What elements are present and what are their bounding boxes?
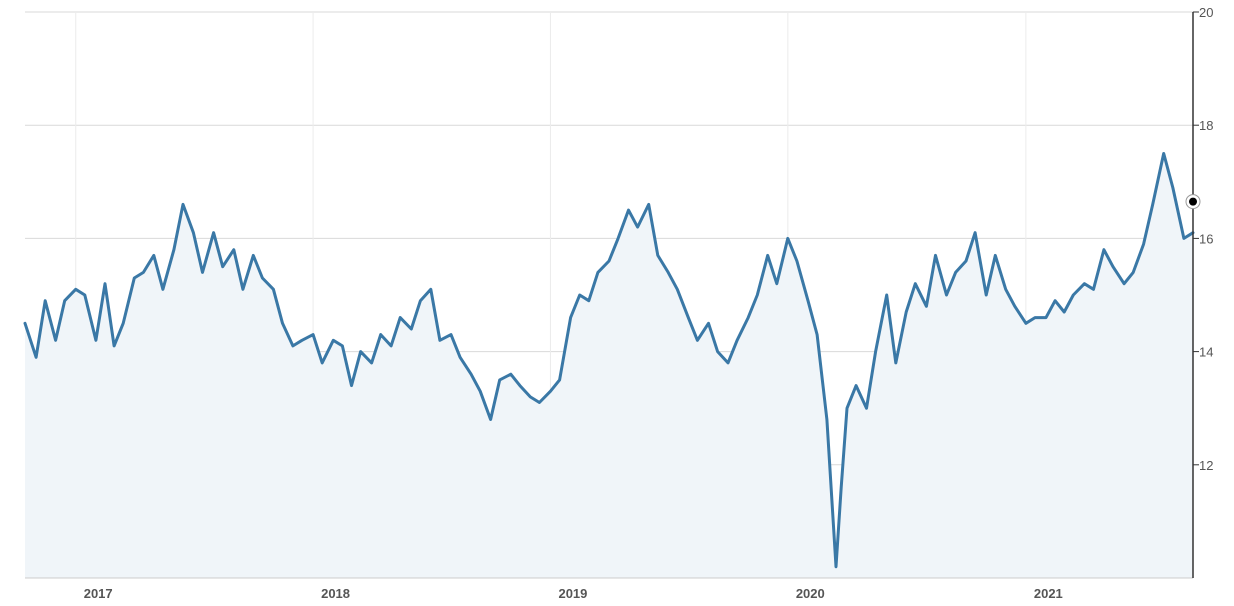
x-tick-label: 2017 <box>84 586 113 601</box>
axis-layer <box>25 12 1194 579</box>
y-tick-label: 16 <box>1199 231 1213 246</box>
last-point-marker <box>1189 197 1197 206</box>
x-tick-label: 2018 <box>321 586 350 601</box>
area-layer <box>25 153 1193 578</box>
y-axis-ticks: 12 14 16 18 20 <box>1193 5 1213 473</box>
x-tick-label: 2020 <box>796 586 825 601</box>
y-tick-label: 18 <box>1199 118 1213 133</box>
line-layer <box>23 152 1195 569</box>
series-area-fill <box>25 153 1193 578</box>
series-line <box>23 152 1195 569</box>
y-tick-label: 14 <box>1199 345 1213 360</box>
x-axis-ticks: 2017 2018 2019 2020 2021 <box>84 586 1063 601</box>
x-tick-label: 2021 <box>1034 586 1063 601</box>
y-tick-label: 12 <box>1199 458 1213 473</box>
y-tick-label: 20 <box>1199 5 1213 20</box>
marker-layer <box>1185 194 1201 210</box>
x-tick-label: 2019 <box>558 586 587 601</box>
